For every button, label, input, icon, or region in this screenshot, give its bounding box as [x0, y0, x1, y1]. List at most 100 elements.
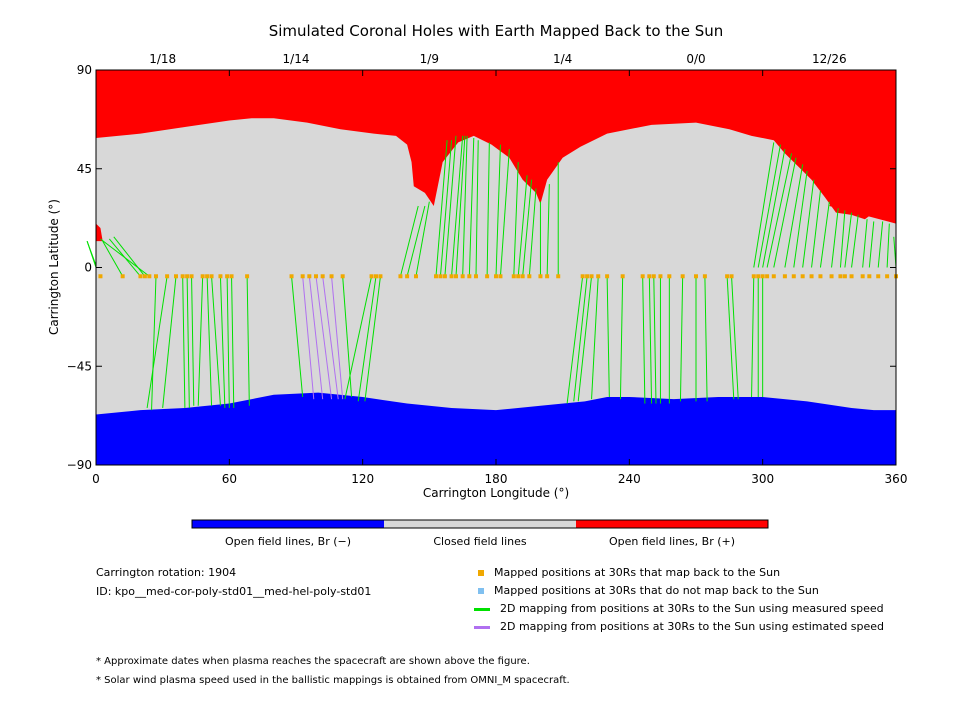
measured-mapping-line [762, 148, 786, 268]
mapped-point [200, 274, 205, 279]
mapped-point [702, 274, 707, 279]
measured-mapping-line [182, 276, 186, 408]
mapped-point [725, 274, 730, 279]
top-date-label: 1/14 [283, 52, 310, 66]
open-negative-region [96, 392, 896, 465]
measured-mapping-line [406, 205, 426, 277]
mapped-point [467, 274, 472, 279]
mapped-point [142, 274, 147, 279]
mapped-point [651, 274, 656, 279]
footnote-dates: * Approximate dates when plasma reaches … [96, 656, 530, 667]
measured-mapping-line [784, 164, 804, 268]
mapped-point [829, 274, 834, 279]
legend-mapped: Mapped positions at 30Rs that map back t… [478, 566, 780, 579]
mapped-point [307, 274, 312, 279]
mapped-point [867, 274, 872, 279]
measured-mapping-line [802, 179, 815, 268]
axes: 0 60 120 180 240 300 360 90 45 0 −45 −90 1/18 1/14 1/9… [67, 52, 908, 486]
measured-mapping-line [648, 276, 653, 404]
mapped-point [245, 274, 250, 279]
measured-mapping-line [100, 238, 150, 277]
measured-mapping-line [219, 276, 226, 408]
mapped-point [680, 274, 685, 279]
mapped-marker-icon [478, 570, 484, 576]
measured-mapping-line [819, 201, 830, 268]
mapped-point [340, 274, 345, 279]
mapped-point [538, 274, 543, 279]
measured-mapping-line [357, 276, 377, 402]
mapped-point [782, 274, 787, 279]
measured-mapping-line [399, 205, 419, 277]
colorbar-label: Open field lines, Br (+) [609, 535, 735, 548]
measured-mapping-line [186, 276, 190, 408]
colorbar-segment [192, 520, 384, 528]
mapped-point [174, 274, 178, 279]
top-date-label: 1/18 [149, 52, 176, 66]
measured-mapping-line [844, 212, 853, 268]
measured-mapping-line [757, 144, 781, 268]
estimated-mapping-line [308, 276, 324, 400]
mapped-point [485, 274, 490, 279]
measured-mapping-line [731, 276, 739, 400]
open-positive-lobe [829, 138, 896, 224]
measured-mapping-line [246, 276, 250, 406]
measured-mapping-line [197, 276, 204, 406]
measured-mapping-line [704, 276, 708, 402]
measured-mapping-line [102, 240, 124, 277]
mapped-point [771, 274, 776, 279]
measured-mapping-line [766, 153, 793, 268]
measured-mapping-line [851, 214, 859, 268]
legend-measured-label: 2D mapping from positions at 30Rs to the… [500, 602, 884, 615]
mapped-point [640, 274, 645, 279]
mapped-point [756, 274, 761, 279]
legend-mapped-label: Mapped positions at 30Rs that map back t… [494, 566, 781, 579]
mapped-point [398, 274, 403, 279]
measured-mapping-line [475, 140, 479, 277]
measured-mapping-line [566, 276, 584, 404]
footnote-speed: * Solar wind plasma speed used in the ba… [96, 675, 570, 686]
measured-mapping-line [364, 276, 381, 402]
colorbar-segment [576, 520, 768, 528]
mapped-point [460, 274, 465, 279]
top-date-label: 12/26 [812, 52, 847, 66]
mapped-point [300, 274, 305, 279]
mapped-point [849, 274, 854, 279]
measured-mapping-line [415, 201, 430, 277]
x-tick-label: 240 [618, 472, 641, 486]
mapped-point [842, 274, 847, 279]
estimated-line-icon [474, 625, 490, 629]
measured-mapping-line [162, 276, 177, 408]
mapped-point [516, 274, 521, 279]
measured-mapping-line [439, 140, 453, 277]
y-axis-label: Carrington Latitude (°) [47, 199, 61, 335]
measured-mapping-line [499, 148, 510, 277]
estimated-mapping-line [331, 276, 344, 400]
mapped-point [329, 274, 334, 279]
measured-mapping-line [462, 135, 468, 277]
open-positive-patch [96, 223, 103, 242]
mapped-point [405, 274, 410, 279]
measured-mapping-line [751, 276, 755, 397]
measured-mapping-line [793, 170, 808, 268]
measured-mapping-line [191, 276, 195, 406]
mapped-point [694, 274, 698, 279]
mapped-point [511, 274, 516, 279]
mapped-point [120, 274, 125, 279]
estimated-mapping-line [302, 276, 315, 400]
mapped-point [585, 274, 590, 279]
measured-mapping-line [591, 276, 599, 400]
measured-mapping-line [811, 190, 821, 268]
measured-mapping-line [451, 135, 464, 277]
colorbar-label: Closed field lines [433, 535, 527, 548]
measured-mapping-line [226, 276, 230, 408]
measured-mapping-line [86, 240, 97, 266]
measured-mapping-line [773, 157, 797, 268]
measured-mapping-line [868, 221, 875, 268]
x-tick-label: 60 [222, 472, 237, 486]
mapped-point [494, 274, 498, 279]
measured-mapping-line [606, 276, 610, 397]
x-tick-label: 360 [885, 472, 908, 486]
unmapped-marker-icon [478, 588, 484, 594]
measured-line-icon [474, 607, 490, 611]
